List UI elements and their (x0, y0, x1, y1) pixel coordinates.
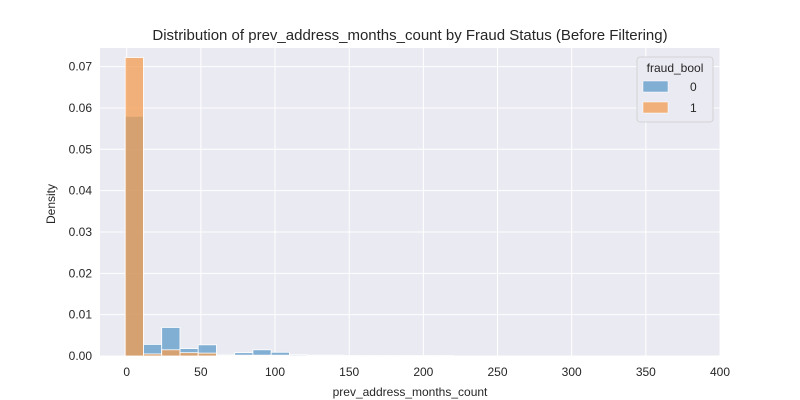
bar-series-0-bin-10 (307, 354, 327, 357)
histogram-bars (124, 57, 455, 357)
y-tick-label-2: 0.02 (69, 266, 93, 280)
x-axis-ticks: 0 50 100 150 200 250 300 350 400 (123, 365, 730, 379)
bar-series-0-bin-11 (325, 354, 345, 357)
y-tick-label-6: 0.06 (69, 101, 93, 115)
x-tick-label-8: 400 (710, 365, 730, 379)
y-tick-label-0: 0.00 (69, 349, 93, 363)
x-tick-label-2: 100 (265, 365, 285, 379)
bar-series-1-bin-3 (179, 352, 199, 357)
bar-series-1-bin-0 (124, 57, 144, 357)
y-tick-label-4: 0.04 (69, 184, 93, 198)
legend-swatch-1 (642, 101, 669, 114)
x-axis-label: prev_address_months_count (333, 385, 488, 399)
y-tick-label-5: 0.05 (69, 142, 93, 156)
x-tick-label-7: 350 (636, 365, 656, 379)
x-tick-label-5: 250 (487, 365, 507, 379)
chart-title: Distribution of prev_address_months_coun… (152, 27, 667, 44)
bar-series-1-bin-2 (161, 349, 181, 357)
x-tick-label-3: 150 (339, 365, 359, 379)
legend-title: fraud_bool (647, 61, 704, 75)
plot-background (100, 48, 720, 356)
bar-series-1-bin-4 (197, 352, 217, 357)
legend-label-0: 0 (690, 80, 697, 94)
y-tick-label-1: 0.01 (69, 308, 93, 322)
bar-series-1-bin-1 (143, 353, 163, 357)
legend: fraud_bool 0 1 (636, 56, 714, 123)
legend-label-1: 1 (690, 101, 697, 115)
y-axis-ticks: 0.00 0.01 0.02 0.03 0.04 0.05 0.06 0.07 (69, 60, 93, 363)
bar-series-1-bin-6 (234, 354, 254, 357)
y-tick-label-7: 0.07 (69, 60, 93, 74)
bar-series-1-bin-7 (252, 354, 272, 357)
y-tick-label-3: 0.03 (69, 225, 93, 239)
grid-lines (100, 48, 721, 357)
y-axis-label: Density (44, 184, 58, 224)
legend-swatch-0 (642, 80, 669, 93)
bar-series-1-bin-5 (216, 354, 236, 357)
x-tick-label-4: 200 (413, 365, 433, 379)
x-tick-label-1: 50 (194, 365, 208, 379)
x-tick-label-6: 300 (562, 365, 582, 379)
bar-series-1-bin-8 (270, 354, 290, 357)
x-tick-label-0: 0 (123, 365, 130, 379)
